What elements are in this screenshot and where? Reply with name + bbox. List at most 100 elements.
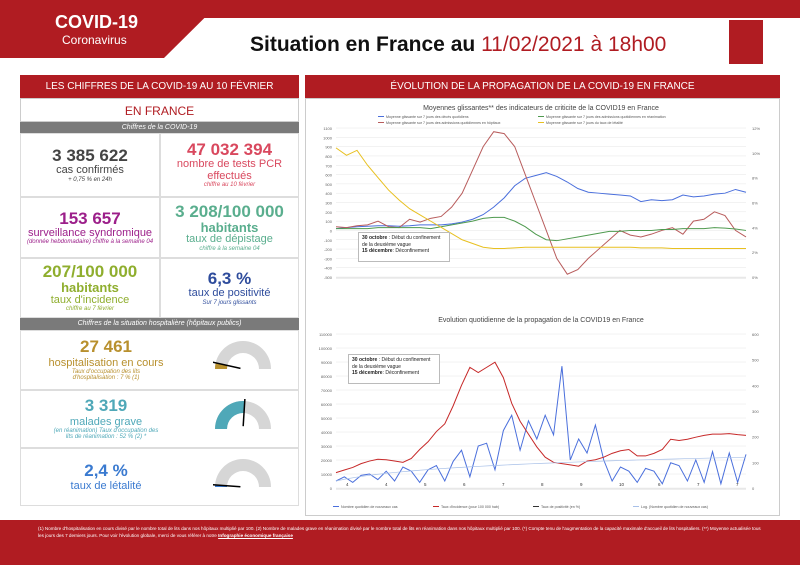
stat-note: chiffre au 7 février <box>65 306 115 313</box>
stat-value: 3 208/100 000 <box>175 201 284 221</box>
stat-value: 153 657 <box>59 208 121 228</box>
occupancy-gauge <box>215 399 271 429</box>
gauge-needle <box>213 483 241 488</box>
hospital-note: Taux d'occupation des lits d'hospitalisa… <box>71 368 141 382</box>
positivity-label: 6 <box>658 482 661 487</box>
stat-cell: 47 032 394 nombre de tests PCR effectués… <box>160 133 299 197</box>
legend-label: Log. (Nombre quotidien de nouveaux cas) <box>641 505 708 509</box>
y-tick-label: 90000 <box>321 360 333 365</box>
hospital-label: taux de létalité <box>70 480 142 493</box>
y-tick-label: -400 <box>324 266 333 271</box>
y2-tick-label: 12% <box>752 126 760 131</box>
y2-tick-label: 4% <box>752 225 758 230</box>
y2-tick-label: 10% <box>752 151 760 156</box>
hospital-note: (en réanimation) Taux d'occupation des l… <box>53 427 159 441</box>
brand-title: COVID-19 <box>55 12 139 32</box>
y2-tick-label: 400 <box>752 383 759 388</box>
stat-cell: 207/100 000 habitants taux d'incidence c… <box>20 258 160 318</box>
stat-unit: habitants <box>61 280 119 296</box>
chart-evolution-quotidienne: Evolution quotidienne de la propagation … <box>319 317 760 509</box>
positivity-label: 5 <box>424 482 427 487</box>
gauge-fill <box>215 401 245 429</box>
stat-note: + 0,75 % en 24h <box>68 176 112 183</box>
y2-tick-label: 100 <box>752 460 759 465</box>
legend-label: Moyenne glissante sur 7 jours des admiss… <box>386 121 501 125</box>
positivity-label: 6 <box>463 482 466 487</box>
region-label: EN FRANCE <box>20 98 299 122</box>
y-tick-label: 1000 <box>323 135 333 140</box>
y-tick-label: -500 <box>324 275 333 280</box>
y-tick-label: 70000 <box>321 388 333 393</box>
legend-label: Moyenne glissante sur 7 jours du taux de… <box>546 121 623 125</box>
chart-title: Moyennes glissantes** des indicateurs de… <box>423 105 659 112</box>
stat-note: (donnée hebdomadaire) chiffre à la semai… <box>26 239 154 246</box>
y-tick-label: 500 <box>325 182 332 187</box>
y2-tick-label: 200 <box>752 435 759 440</box>
annotation-line1: 30 octobre : Début du confinement de la … <box>362 235 441 248</box>
stat-label: nombre de tests PCR effectués <box>176 158 283 182</box>
stat-note: Sur 7 jours glissants <box>202 299 257 306</box>
stat-cell: 3 208/100 000 habitants taux de dépistag… <box>160 197 299 258</box>
hospital-label: malades grave <box>69 415 143 428</box>
gauge-fill <box>215 362 228 369</box>
y-tick-label: 200 <box>325 210 332 215</box>
stat-note: chiffre au 10 février <box>203 182 256 189</box>
chart-title: Evolution quotidienne de la propagation … <box>438 317 644 324</box>
chart-moyennes-glissantes: Moyennes glissantes** des indicateurs de… <box>323 105 760 280</box>
y2-tick-label: 8% <box>752 176 758 181</box>
series-line <box>335 172 747 230</box>
positivity-label: 8 <box>541 482 544 487</box>
y-tick-label: -100 <box>324 238 333 243</box>
y2-tick-label: 0 <box>752 486 755 491</box>
hospital-label: hospitalisation en cours <box>48 356 164 369</box>
hospital-value: 27 461 <box>80 337 132 357</box>
y-tick-label: 600 <box>325 173 332 178</box>
footer-link[interactable]: Infographie économique française <box>218 532 293 538</box>
stat-cell: 153 657 surveillance syndromique (donnée… <box>20 197 160 258</box>
y-tick-label: 300 <box>325 201 332 206</box>
title-date: 11/02/2021 à 18h00 <box>481 33 667 56</box>
y-tick-label: 20000 <box>321 458 333 463</box>
stat-label: taux d'incidence <box>50 293 130 306</box>
hospital-row: 2,4 % taux de létalité <box>20 448 299 506</box>
annotation-box: 30 octobre : Début du confinement de la … <box>348 354 440 384</box>
chart-panel <box>305 98 780 516</box>
stat-unit: habitants <box>200 219 259 235</box>
annotation-line2: 15 décembre: Déconfinement <box>362 248 429 254</box>
y-tick-label: 110000 <box>319 332 333 337</box>
annotation-line1: 30 octobre : Début du confinement de la … <box>352 357 431 370</box>
right-panel-heading: ÉVOLUTION DE LA PROPAGATION DE LA COVID-… <box>305 75 780 98</box>
brand-tab: COVID-19 Coronavirus <box>0 0 205 58</box>
positivity-label: 4 <box>385 482 388 487</box>
section-covid-label: Chiffres de la COVID-19 <box>20 122 299 134</box>
series-line <box>335 366 747 486</box>
legend-label: Taux de positivité (en %) <box>541 505 580 509</box>
hospital-value: 2,4 % <box>84 460 128 480</box>
y-tick-label: 40000 <box>321 430 333 435</box>
occupancy-gauge <box>213 459 271 488</box>
stat-value: 207/100 000 <box>42 262 138 282</box>
legend-label: Taux d'incidence (pour 100 000 hab) <box>441 505 499 509</box>
y-tick-label: 700 <box>325 163 332 168</box>
hospital-row: 3 319 malades grave (en réanimation) Tau… <box>20 390 299 448</box>
stat-note: chiffre à la semaine 04 <box>199 245 260 252</box>
series-line <box>335 361 747 474</box>
stat-cell: 3 385 622 cas confirmés + 0,75 % en 24h <box>20 133 160 197</box>
occupancy-gauge <box>213 341 271 370</box>
stat-value: 3 385 622 <box>52 146 128 166</box>
y2-tick-label: 0% <box>752 275 758 280</box>
stat-cell: 6,3 % taux de positivité Sur 7 jours gli… <box>160 258 299 318</box>
annotation-line2: 15 décembre: Déconfinement <box>352 370 419 376</box>
y-tick-label: 10000 <box>321 472 333 477</box>
brand-subtitle: Coronavirus <box>62 33 127 47</box>
y2-tick-label: 2% <box>752 250 758 255</box>
y-tick-label: 900 <box>325 145 332 150</box>
y-tick-label: 400 <box>325 191 332 196</box>
y-tick-label: 1100 <box>323 126 332 131</box>
stat-label: taux de positivité <box>188 287 271 299</box>
positivity-label: 7 <box>736 482 739 487</box>
y-tick-label: 800 <box>325 154 332 159</box>
stat-label: surveillance syndromique <box>27 226 153 239</box>
annotation-box: 30 octobre : Début du confinement de la … <box>358 232 450 262</box>
legend-label: Nombre quotidien de nouveaux cas <box>341 505 398 509</box>
